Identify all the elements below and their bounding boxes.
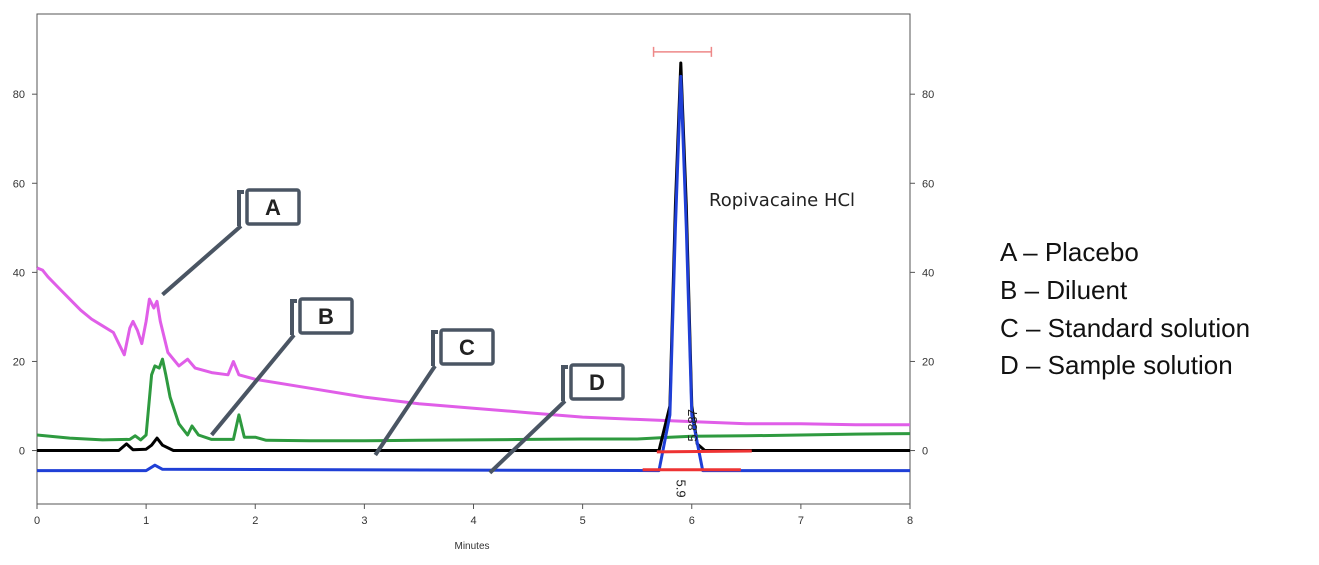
callout-leader-d [488, 399, 567, 475]
x-tick-label: 4 [470, 515, 476, 527]
callout-label-d: D [589, 370, 605, 395]
callout-box-d [569, 363, 625, 401]
x-tick-label: 6 [689, 515, 695, 527]
x-tick-label: 5 [580, 515, 586, 527]
callout-leader-b [210, 333, 296, 437]
y-tick-label: 80 [13, 89, 25, 101]
right-tick-label: 20 [922, 356, 934, 368]
callout-leader-a [161, 224, 243, 297]
series-line-b [36, 357, 911, 443]
callout-bracket-d [561, 365, 568, 401]
x-tick-label: 3 [361, 515, 367, 527]
peak-retention-label-sample: 5.9 [673, 480, 688, 498]
callout-bracket-c [431, 330, 438, 366]
x-tick-label: 2 [252, 515, 258, 527]
legend-entry-c: C – Standard solution [1000, 313, 1250, 343]
y-tick-label: 60 [13, 178, 25, 190]
callout-label-a: A [265, 195, 281, 220]
right-tick-label: 0 [922, 446, 928, 458]
callout-box-b [298, 297, 354, 335]
y-tick-label: 40 [13, 267, 25, 279]
callout-bracket-a [237, 190, 244, 226]
plot-frame [36, 13, 911, 505]
series-line-d [37, 74, 910, 473]
legend-entry-b: B – Diluent [1000, 275, 1128, 305]
callout-box-a [245, 188, 301, 226]
right-tick-label: 60 [922, 178, 934, 190]
x-tick-label: 0 [34, 515, 40, 527]
callout-label-b: B [318, 304, 334, 329]
callout-layer: A B C D [161, 188, 625, 475]
right-tick-label: 40 [922, 267, 934, 279]
baseline-marker-standard [656, 449, 752, 454]
legend-entry-d: D – Sample solution [1000, 350, 1233, 380]
legend-entry-a: A – Placebo [1000, 237, 1139, 267]
legend: A – Placebo B – Diluent C – Standard sol… [1000, 237, 1250, 380]
callout-leader-c [373, 364, 437, 457]
y-tick-label: 20 [13, 356, 25, 368]
peak-retention-label-standard: 5.887 [685, 409, 700, 442]
x-axis-title: Minutes [454, 541, 489, 552]
x-tick-label: 1 [143, 515, 149, 527]
peak-markers: 5.887 5.9 [642, 46, 752, 498]
x-tick-label: 7 [798, 515, 804, 527]
series-layer [36, 61, 911, 473]
plot-border [36, 13, 911, 505]
callout-bracket-b [290, 299, 297, 335]
callout-box-c [439, 328, 495, 366]
peak-annotation: Ropivacaine HCl [709, 190, 855, 211]
callout-label-c: C [459, 335, 475, 360]
y-tick-label: 0 [19, 446, 25, 458]
x-tick-label: 8 [907, 515, 913, 527]
series-line-a [36, 266, 910, 427]
right-tick-label: 80 [922, 89, 934, 101]
